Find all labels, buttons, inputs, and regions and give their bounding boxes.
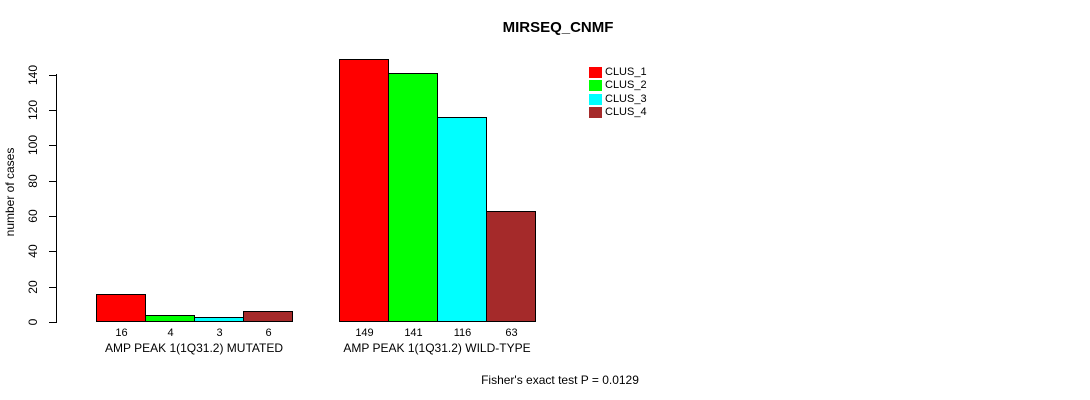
legend-swatch xyxy=(589,80,602,91)
y-tick xyxy=(49,181,56,182)
x-category-label: AMP PEAK 1(1Q31.2) WILD-TYPE xyxy=(343,341,531,355)
y-tick-label: 80 xyxy=(26,174,40,188)
y-tick xyxy=(49,110,56,111)
y-axis-label: number of cases xyxy=(3,147,17,237)
legend-label: CLUS_4 xyxy=(605,106,647,118)
y-axis-line xyxy=(56,74,57,323)
y-tick-label: 100 xyxy=(26,134,40,156)
y-tick xyxy=(49,145,56,146)
bar-clus_1-group2 xyxy=(339,59,389,322)
bar-value-label: 116 xyxy=(453,327,472,339)
bar-value-label: 6 xyxy=(265,327,272,339)
y-tick xyxy=(49,75,56,76)
bar-value-label: 16 xyxy=(115,327,128,339)
bar-clus_2-group2 xyxy=(388,73,438,322)
bar-clus_4-group1 xyxy=(243,311,293,322)
bar-value-label: 3 xyxy=(216,327,223,339)
y-tick xyxy=(49,251,56,252)
y-tick-label: 40 xyxy=(26,244,40,258)
legend-swatch xyxy=(589,67,602,78)
y-tick xyxy=(49,216,56,217)
y-tick xyxy=(49,287,56,288)
y-tick-label: 0 xyxy=(26,318,40,326)
legend-label: CLUS_1 xyxy=(605,66,647,78)
legend-label: CLUS_2 xyxy=(605,79,647,91)
bar-clus_1-group1 xyxy=(96,294,146,322)
footnote-text: Fisher's exact test P = 0.0129 xyxy=(481,373,639,387)
y-tick xyxy=(49,322,56,323)
chart-title: MIRSEQ_CNMF xyxy=(502,19,614,36)
bar-clus_3-group1 xyxy=(194,317,244,322)
x-category-label: AMP PEAK 1(1Q31.2) MUTATED xyxy=(104,341,284,355)
bar-clus_2-group1 xyxy=(145,315,195,322)
bar-value-label: 149 xyxy=(355,327,374,339)
bar-clus_4-group2 xyxy=(486,211,536,322)
legend-swatch xyxy=(589,107,602,118)
legend-label: CLUS_3 xyxy=(605,93,647,105)
bar-value-label: 141 xyxy=(404,327,423,339)
bar-value-label: 63 xyxy=(505,327,518,339)
y-tick-label: 60 xyxy=(26,209,40,223)
y-tick-label: 20 xyxy=(26,280,40,294)
bar-clus_3-group2 xyxy=(437,117,487,322)
y-tick-label: 120 xyxy=(26,99,40,121)
y-tick-label: 140 xyxy=(26,64,40,86)
bar-value-label: 4 xyxy=(167,327,174,339)
legend-swatch xyxy=(589,94,602,105)
